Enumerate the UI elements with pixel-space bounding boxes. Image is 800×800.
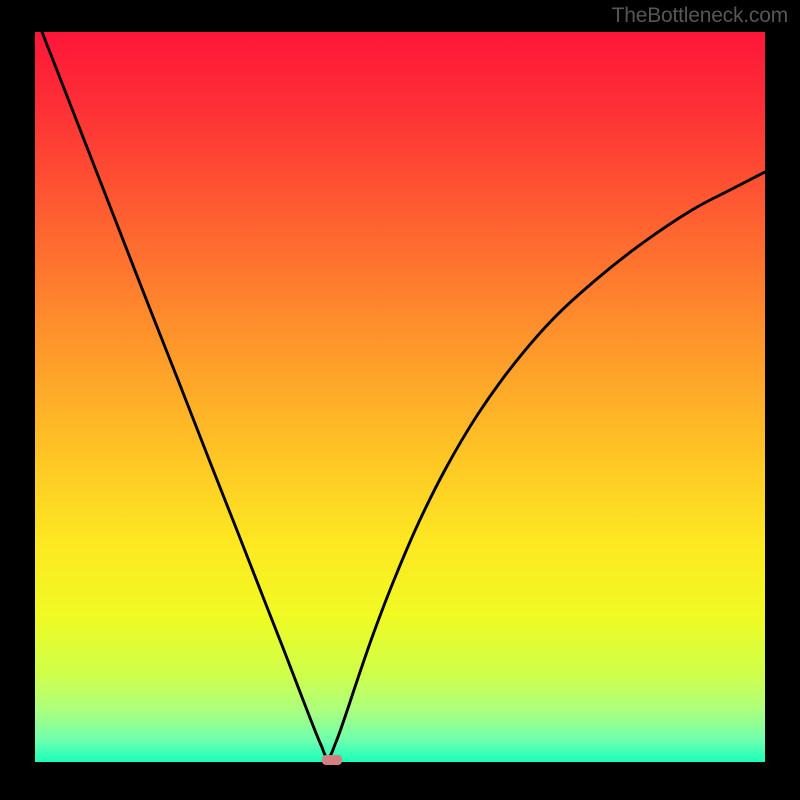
watermark-text: TheBottleneck.com	[612, 4, 788, 28]
minimum-marker	[322, 755, 342, 765]
bottleneck-curve	[35, 32, 765, 762]
plot-area	[35, 32, 765, 762]
